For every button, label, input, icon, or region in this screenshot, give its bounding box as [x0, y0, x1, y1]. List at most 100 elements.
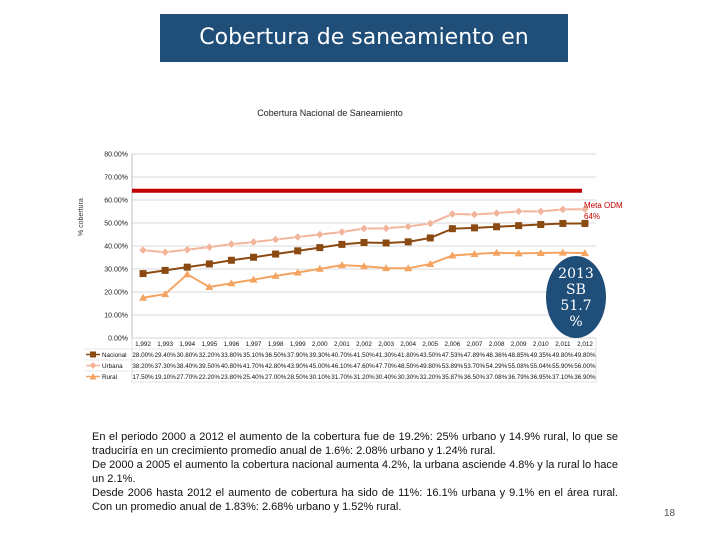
data-point — [536, 207, 546, 216]
y-tick-label: 20.00% — [104, 290, 128, 297]
data-label: 36.50% — [464, 374, 486, 381]
x-tick-label: 2,010 — [533, 341, 549, 348]
data-point — [514, 206, 524, 216]
data-point — [426, 234, 434, 242]
data-label: 30.10% — [309, 374, 331, 381]
data-point — [227, 279, 236, 287]
data-label: 37.10% — [552, 374, 574, 381]
data-label: 23.80% — [221, 374, 243, 381]
data-point — [139, 293, 148, 301]
data-point — [161, 290, 170, 298]
data-point — [183, 270, 192, 278]
data-label: 32.20% — [199, 352, 221, 359]
data-point — [448, 251, 457, 259]
data-point — [404, 238, 412, 246]
legend-label: Urbana — [102, 363, 123, 370]
page-number: 18 — [664, 508, 676, 519]
data-point — [382, 239, 390, 247]
data-label: 43.90% — [287, 363, 309, 370]
data-label: 39.50% — [199, 363, 221, 370]
data-label: 27.70% — [177, 374, 199, 381]
data-point — [558, 248, 567, 256]
data-label: 22.20% — [199, 374, 221, 381]
paragraph: En el periodo 2000 a 2012 el aumento de … — [92, 431, 618, 457]
data-point — [249, 237, 258, 247]
data-label: 38.20% — [132, 363, 154, 370]
data-label: 47.60% — [353, 363, 375, 370]
data-point — [536, 249, 545, 257]
paragraph: Desde 2006 hasta 2012 el aumento de cobe… — [92, 487, 618, 513]
data-label: 30.40% — [375, 374, 397, 381]
data-label: 46.10% — [331, 363, 353, 370]
data-point — [272, 250, 280, 258]
badge-line: 51.7 — [560, 298, 592, 314]
data-label: 37.90% — [287, 352, 309, 359]
data-label: 41.80% — [398, 352, 420, 359]
data-point — [381, 223, 391, 233]
data-point — [580, 204, 590, 214]
data-point — [580, 249, 589, 257]
data-point — [293, 268, 302, 276]
slide-title: Cobertura de saneamiento en Bolivia — [160, 14, 568, 98]
data-label: 37.08% — [486, 374, 508, 381]
x-tick-label: 2,005 — [422, 341, 438, 348]
y-tick-label: 80.00% — [104, 152, 128, 159]
data-point — [359, 224, 369, 233]
data-point — [493, 223, 501, 231]
data-label: 53.89% — [442, 363, 464, 370]
x-tick-label: 1,994 — [179, 341, 195, 348]
data-label: 49.80% — [574, 352, 596, 359]
target-label: Meta ODM 64% — [584, 201, 623, 221]
data-point — [537, 220, 545, 228]
data-label: 35.87% — [442, 374, 464, 381]
badge-line: 2013 — [558, 266, 594, 282]
data-point — [227, 239, 236, 249]
data-point — [182, 245, 192, 255]
y-tick-label: 50.00% — [104, 221, 128, 228]
x-tick-label: 2,012 — [577, 341, 593, 348]
x-tick-label: 1,999 — [290, 341, 306, 348]
data-label: 38.40% — [177, 363, 199, 370]
data-point — [293, 232, 303, 242]
legend-label: Nacional — [102, 352, 127, 359]
y-tick-label: 60.00% — [104, 198, 128, 205]
data-point — [161, 266, 169, 274]
data-label: 55.04% — [530, 363, 552, 370]
data-point — [271, 235, 280, 244]
data-label: 48.36% — [486, 352, 508, 359]
data-label: 41.50% — [353, 352, 375, 359]
data-label: 48.50% — [398, 363, 420, 370]
summary-text: En el periodo 2000 a 2012 el aumento de … — [92, 430, 618, 514]
data-label: 45.00% — [309, 363, 331, 370]
data-label: 36.79% — [508, 374, 530, 381]
legend-label: Rural — [102, 374, 117, 381]
x-tick-label: 2,006 — [444, 341, 460, 348]
data-label: 19.10% — [154, 374, 176, 381]
y-tick-label: 10.00% — [104, 313, 128, 320]
data-label: 47.70% — [375, 363, 397, 370]
data-label: 47.89% — [464, 352, 486, 359]
data-label: 29.40% — [154, 352, 176, 359]
x-tick-label: 2,002 — [356, 341, 372, 348]
data-point — [425, 219, 435, 228]
data-point — [470, 210, 479, 219]
data-point — [470, 224, 478, 232]
x-tick-label: 2,001 — [334, 341, 350, 348]
x-tick-label: 2,003 — [378, 341, 394, 348]
badge-line: % — [569, 314, 583, 330]
data-point — [139, 270, 147, 278]
data-label: 56.00% — [574, 363, 596, 370]
data-point — [470, 250, 479, 258]
data-label: 42.80% — [265, 363, 287, 370]
data-label: 30.30% — [398, 374, 420, 381]
data-label: 43.50% — [420, 352, 442, 359]
data-label: 17.50% — [132, 374, 154, 381]
data-point — [205, 260, 213, 268]
data-point — [183, 263, 191, 271]
data-point — [360, 239, 368, 247]
data-label: 36.50% — [265, 352, 287, 359]
y-tick-label: 0.00% — [108, 336, 128, 343]
data-point — [426, 259, 435, 267]
data-point — [138, 245, 148, 255]
data-label: 32.20% — [420, 374, 442, 381]
